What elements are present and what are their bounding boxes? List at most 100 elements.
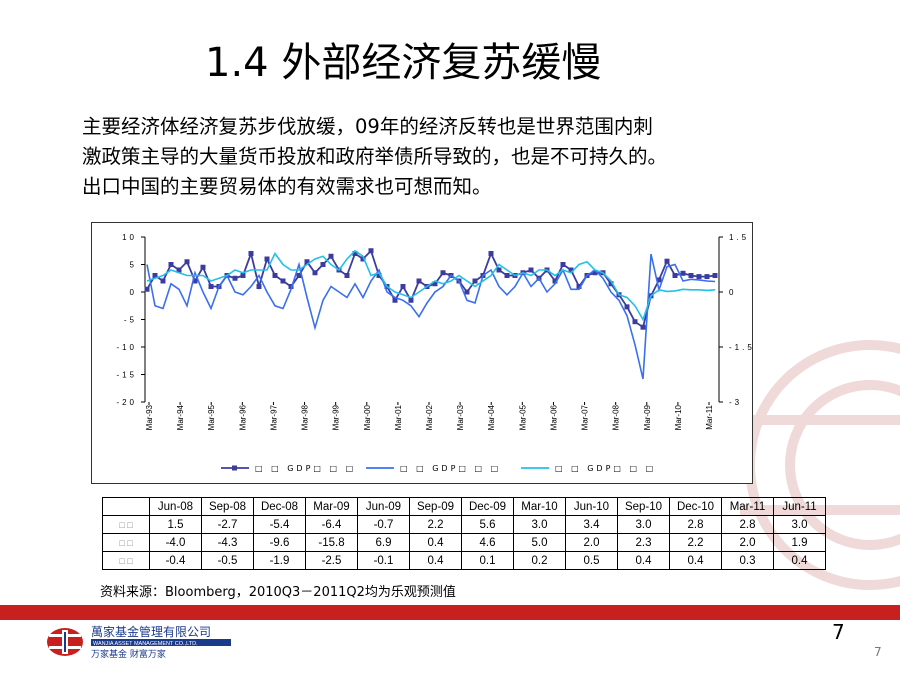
series-1-marker: [680, 270, 686, 276]
y-tick-label-left: -10: [116, 343, 137, 352]
page-number: 7: [832, 620, 845, 644]
x-tick-label: Mar-01: [394, 404, 403, 430]
x-tick-label: Mar-99: [332, 404, 341, 430]
x-tick-label: Mar-95: [207, 404, 216, 430]
series-1-marker: [608, 281, 614, 287]
series-1-marker: [296, 273, 302, 278]
x-tick-label: Mar-05: [518, 404, 527, 430]
table-row: □ □ -4.0 -4.3 -9.6 -15.8 6.9 0.4 4.6 5.0…: [102, 533, 826, 552]
series-1-marker: [632, 319, 638, 325]
x-tick-label: Mar-03: [456, 404, 465, 430]
x-tick-label: Mar-02: [425, 404, 434, 430]
table-cell: 0.4: [669, 551, 722, 570]
table-header-cell: Dec-08: [253, 497, 306, 516]
table-cell: -6.4: [305, 515, 358, 534]
table-row-label: □ □: [102, 533, 150, 552]
series-1-marker: [288, 284, 294, 289]
series-1-marker: [376, 273, 382, 278]
x-tick-label: Mar-11: [705, 404, 714, 429]
series-1-marker: [496, 267, 502, 273]
table-cell: 3.0: [617, 515, 670, 534]
table-corner-cell: [102, 497, 150, 516]
logo-mark-icon: [47, 628, 83, 656]
table-cell: 1.5: [149, 515, 202, 534]
series-1-marker: [552, 278, 558, 284]
series-1-marker: [696, 274, 702, 280]
series-1-marker: [256, 284, 262, 289]
series-1-marker: [264, 256, 270, 262]
x-tick-label: Mar-08: [612, 404, 621, 430]
table-header-cell: Jun-09: [357, 497, 410, 516]
company-logo: 萬家基金管理有限公司 WANJIA ASSET MANAGEMENT CO.,L…: [47, 624, 231, 660]
y-tick-label-right: 1.5: [729, 233, 749, 242]
y-tick-label-left: -20: [116, 398, 137, 407]
table-cell: 0.2: [513, 551, 566, 570]
series-1-marker: [232, 275, 238, 281]
table-header-cell: Sep-09: [409, 497, 462, 516]
series-1-marker: [568, 267, 574, 273]
series-line-3: [146, 249, 716, 322]
table-row: □ □ -0.4 -0.5 -1.9 -2.5 -0.1 0.4 0.1 0.2…: [102, 551, 826, 570]
table-header-cell: Mar-11: [721, 497, 774, 516]
table-cell: 2.2: [669, 533, 722, 552]
legend-label-2: □ □ GDP□ □ □: [400, 464, 501, 473]
series-1-marker: [360, 256, 366, 262]
series-line-1: [146, 249, 716, 329]
table-cell: -4.0: [149, 533, 202, 552]
x-tick-label: Mar-09: [643, 404, 652, 430]
series-1-marker: [560, 262, 566, 267]
series-1-marker: [688, 273, 694, 278]
table-row: □ □ 1.5 -2.7 -5.4 -6.4 -0.7 2.2 5.6 3.0 …: [102, 515, 826, 534]
logo-name-cn: 萬家基金管理有限公司: [91, 624, 211, 639]
y-tick-label-left: 5: [130, 261, 137, 270]
series-1-marker: [472, 278, 478, 284]
table-cell: -4.3: [201, 533, 254, 552]
table-cell: 0.4: [773, 551, 826, 570]
table-header-cell: Mar-10: [513, 497, 566, 516]
table-cell: -0.4: [149, 551, 202, 570]
x-tick-label: Mar-10: [674, 404, 683, 430]
series-1-marker: [672, 273, 678, 278]
legend-label-1: □ □ GDP□ □ □: [255, 464, 356, 473]
series-1-marker: [208, 284, 214, 289]
series-1-marker: [312, 270, 318, 276]
slide-title: 1.4 外部经济复苏缓慢: [205, 40, 602, 86]
y-tick-label-left: -15: [116, 371, 137, 380]
series-1-marker: [144, 286, 150, 292]
table-cell: 2.0: [721, 533, 774, 552]
table-cell: -1.9: [253, 551, 306, 570]
table-cell: 2.0: [565, 533, 618, 552]
series-1-marker: [328, 253, 334, 259]
table-header-cell: Jun-11: [773, 497, 826, 516]
table-row-label: □ □: [102, 515, 150, 534]
table-cell: -9.6: [253, 533, 306, 552]
table-cell: 5.6: [461, 515, 514, 534]
legend-label-3: □ □ GDP□ □ □: [555, 464, 656, 473]
table-cell: 2.8: [669, 515, 722, 534]
logo-slogan: 万家基金 财富万家: [91, 648, 166, 660]
series-1-marker: [704, 274, 710, 280]
table-cell: -2.7: [201, 515, 254, 534]
series-1-marker: [576, 284, 582, 289]
y-tick-label-right: -1.5: [729, 343, 753, 352]
series-1-marker: [368, 248, 374, 254]
series-1-marker: [464, 289, 470, 295]
paragraph-line-2: 激政策主导的大量货币投放和政府举债所导致的，也是不可持久的。: [82, 145, 668, 168]
x-tick-label: Mar-94: [176, 404, 185, 430]
table-header-cell: Jun-08: [149, 497, 202, 516]
series-1-marker: [304, 259, 310, 265]
series-1-marker: [640, 324, 646, 330]
table-cell: 0.4: [617, 551, 670, 570]
table-header-cell: Sep-08: [201, 497, 254, 516]
series-1-marker: [624, 304, 630, 310]
series-1-marker: [712, 273, 718, 278]
series-1-marker: [344, 273, 350, 278]
x-tick-label: Mar-98: [301, 404, 310, 430]
series-1-marker: [168, 262, 174, 267]
series-1-marker: [272, 273, 278, 278]
series-1-marker: [176, 267, 182, 273]
table-cell: -0.7: [357, 515, 410, 534]
series-1-marker: [352, 251, 358, 256]
series-1-marker: [592, 270, 598, 276]
table-row-label: □ □: [102, 551, 150, 570]
